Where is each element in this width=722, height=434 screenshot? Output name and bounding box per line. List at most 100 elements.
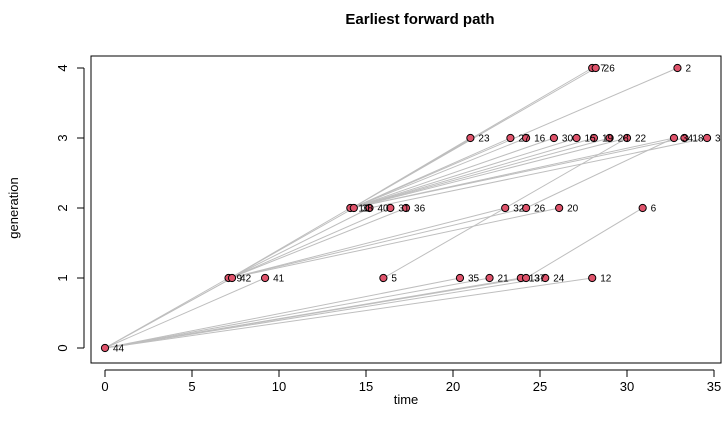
edge-line [369, 137, 708, 209]
edge-line [525, 137, 675, 209]
data-point [638, 203, 647, 213]
point-label: 19 [602, 134, 614, 145]
point-layer [100, 63, 712, 353]
point-label: 35 [468, 274, 480, 285]
x-axis: 0 5 10 15 20 25 30 35 [101, 369, 721, 394]
point-label: 21 [498, 274, 510, 285]
y-axis: 0 1 2 3 4 [55, 64, 85, 352]
edge-line [525, 207, 643, 279]
edge-line [351, 137, 527, 209]
data-point [521, 273, 531, 283]
y-tick-label: 1 [55, 274, 70, 281]
point-label: 34 [682, 134, 694, 145]
chart-title: Earliest forward path [345, 11, 494, 28]
edge-line [351, 137, 685, 209]
edge-line [104, 277, 593, 349]
edge-line [104, 277, 233, 349]
data-point [669, 133, 679, 143]
point-label: 5 [391, 274, 397, 285]
point-label: 7 [600, 64, 606, 75]
edge-line [104, 277, 266, 349]
point-label: 24 [553, 274, 565, 285]
point-label: 27 [518, 134, 530, 145]
data-point [541, 273, 550, 283]
point-label: 37 [534, 274, 546, 285]
data-point [549, 133, 559, 143]
edge-line [230, 207, 391, 279]
point-label: 40 [377, 204, 389, 215]
data-point [349, 203, 358, 213]
point-label: 2 [685, 64, 691, 75]
data-point [555, 203, 564, 213]
edge-line [351, 137, 595, 209]
data-point [506, 133, 515, 143]
point-label: 15 [585, 134, 597, 145]
data-point [501, 203, 510, 213]
data-point [227, 273, 237, 283]
data-point [702, 133, 712, 143]
edge-line [351, 137, 555, 209]
point-label: 22 [635, 134, 647, 145]
data-point [401, 203, 411, 213]
data-point [591, 63, 600, 73]
point-label: 32 [513, 204, 525, 215]
data-point [455, 273, 465, 283]
point-label: 20 [567, 204, 579, 215]
x-tick-label: 5 [188, 379, 195, 394]
data-point [100, 343, 110, 353]
point-label: 6 [651, 204, 657, 215]
point-label: 26 [604, 64, 616, 75]
y-tick-label: 0 [55, 344, 70, 351]
edge-line [104, 277, 527, 349]
point-label: 18 [692, 134, 704, 145]
y-tick-label: 2 [55, 204, 70, 211]
data-point [588, 273, 597, 283]
x-tick-label: 35 [707, 379, 721, 394]
data-point [365, 203, 374, 213]
edge-line [351, 137, 628, 209]
x-tick-label: 10 [272, 379, 286, 394]
data-point [673, 63, 682, 73]
data-point [605, 133, 614, 143]
data-point [485, 273, 494, 283]
x-axis-label: time [394, 392, 419, 407]
point-label: 16 [534, 134, 546, 145]
y-tick-label: 4 [55, 64, 70, 71]
edge-line [230, 207, 355, 279]
edge-line [230, 207, 407, 279]
plot-frame [90, 55, 722, 364]
edge-layer [104, 67, 708, 349]
edge-line [230, 207, 560, 279]
y-tick-label: 3 [55, 134, 70, 141]
edge-line [104, 277, 461, 349]
point-label: 44 [113, 344, 125, 355]
edge-line [351, 137, 610, 209]
data-point [386, 203, 395, 213]
x-tick-label: 0 [101, 379, 108, 394]
data-point [589, 133, 599, 143]
data-point [680, 133, 689, 143]
data-point [622, 133, 632, 143]
x-tick-label: 25 [533, 379, 547, 394]
x-tick-label: 15 [359, 379, 373, 394]
data-point [379, 273, 388, 283]
data-point [260, 273, 270, 283]
edge-line [104, 277, 490, 349]
point-label: 3 [715, 134, 721, 145]
point-label: 12 [600, 274, 612, 285]
data-point [521, 133, 531, 143]
point-label: 31 [398, 204, 410, 215]
y-axis-label: generation [6, 177, 21, 238]
edge-line [351, 137, 577, 209]
x-tick-label: 30 [620, 379, 634, 394]
edge-line [104, 277, 546, 349]
point-label: 10 [358, 204, 370, 215]
edge-line [351, 67, 678, 209]
point-label: 38 [362, 204, 374, 215]
point-label: 42 [240, 274, 252, 285]
data-point [572, 133, 581, 143]
edge-line [230, 207, 527, 279]
point-label: 36 [414, 204, 426, 215]
